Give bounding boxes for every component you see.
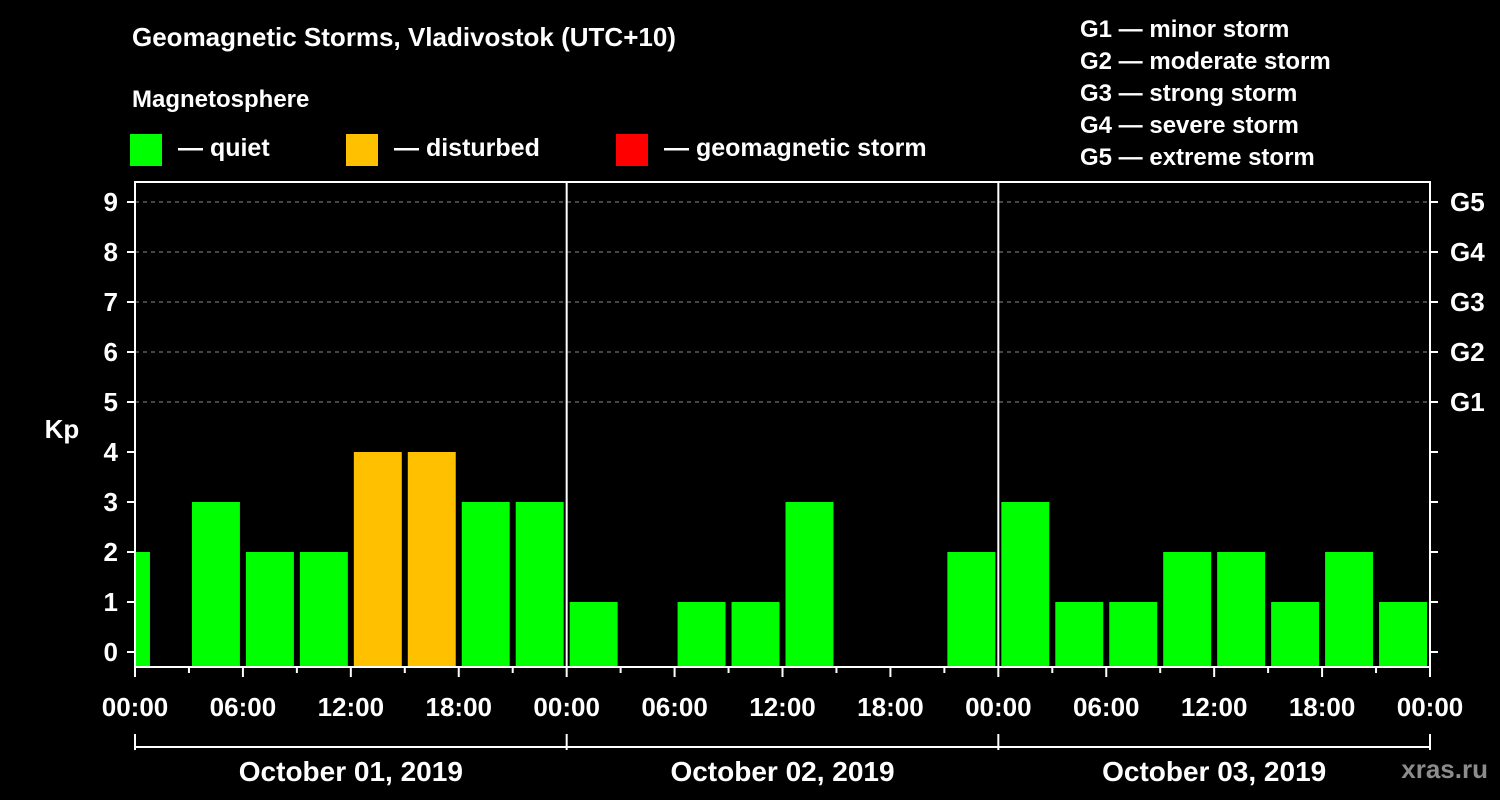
y-tick-label-8: 8 bbox=[104, 237, 118, 267]
y-axis-label: Kp bbox=[45, 414, 80, 444]
bar-2 bbox=[245, 552, 294, 667]
y-tick-label-4: 4 bbox=[104, 437, 119, 467]
bar-4 bbox=[353, 452, 402, 667]
x-tick-label-10: 12:00 bbox=[1181, 692, 1248, 722]
x-tick-label-5: 06:00 bbox=[641, 692, 708, 722]
y-tick-label-9: 9 bbox=[104, 187, 118, 217]
bar-16 bbox=[1001, 502, 1050, 667]
x-tick-label-3: 18:00 bbox=[426, 692, 493, 722]
legend-label-storm: — geomagnetic storm bbox=[664, 134, 927, 162]
y-tick-label-6: 6 bbox=[104, 337, 118, 367]
x-tick-label-0: 00:00 bbox=[102, 692, 169, 722]
x-tick-label-7: 18:00 bbox=[857, 692, 924, 722]
bar-18 bbox=[1109, 602, 1158, 667]
bar-0 bbox=[136, 552, 150, 667]
x-tick-label-2: 12:00 bbox=[318, 692, 385, 722]
bar-6 bbox=[461, 502, 510, 667]
g-scale-label-g3: G3 bbox=[1450, 287, 1485, 317]
bar-21 bbox=[1271, 602, 1320, 667]
chart-title: Geomagnetic Storms, Vladivostok (UTC+10) bbox=[132, 22, 676, 52]
bar-12 bbox=[785, 502, 834, 667]
x-tick-label-11: 18:00 bbox=[1289, 692, 1356, 722]
y-tick-label-1: 1 bbox=[104, 587, 118, 617]
y-tick-label-3: 3 bbox=[104, 487, 118, 517]
x-tick-label-4: 00:00 bbox=[533, 692, 600, 722]
day-label-2: October 03, 2019 bbox=[1102, 756, 1326, 787]
y-tick-label-7: 7 bbox=[104, 287, 118, 317]
credit-text: xras.ru bbox=[1401, 754, 1488, 784]
x-tick-label-9: 06:00 bbox=[1073, 692, 1140, 722]
day-label-0: October 01, 2019 bbox=[239, 756, 463, 787]
legend-heading: Magnetosphere bbox=[132, 86, 310, 113]
bar-15 bbox=[947, 552, 996, 667]
y-tick-label-2: 2 bbox=[104, 537, 118, 567]
gridlines bbox=[135, 201, 1430, 403]
bar-5 bbox=[407, 452, 456, 667]
legend-swatch-quiet bbox=[130, 134, 162, 166]
bar-23 bbox=[1379, 602, 1427, 667]
axes: 0 1 2 3 4 5 6 7 8 9 G1 G2 G3 G4 G5 00:00 06:00 12:00 18:00… bbox=[102, 181, 1485, 787]
x-tick-label-12: 00:00 bbox=[1397, 692, 1464, 722]
g-scale-label-g1: G1 bbox=[1450, 387, 1485, 417]
y-tick-label-5: 5 bbox=[104, 387, 118, 417]
legend-label-disturbed: — disturbed bbox=[394, 134, 540, 162]
x-tick-label-8: 00:00 bbox=[965, 692, 1032, 722]
bar-20 bbox=[1217, 552, 1266, 667]
storm-scale-g4: G4 — severe storm bbox=[1080, 112, 1299, 139]
legend-label-quiet: — quiet bbox=[178, 134, 270, 162]
storm-scale-g1: G1 — minor storm bbox=[1080, 16, 1290, 43]
g-scale-label-g4: G4 bbox=[1450, 237, 1485, 267]
bar-3 bbox=[299, 552, 348, 667]
storm-scale-g2: G2 — moderate storm bbox=[1080, 48, 1331, 75]
y-tick-label-0: 0 bbox=[104, 637, 118, 667]
legend-swatch-storm bbox=[616, 134, 648, 166]
bar-1 bbox=[191, 502, 240, 667]
bar-17 bbox=[1055, 602, 1104, 667]
bar-11 bbox=[731, 602, 780, 667]
bar-7 bbox=[515, 502, 564, 667]
day-label-1: October 02, 2019 bbox=[670, 756, 894, 787]
x-tick-label-6: 12:00 bbox=[749, 692, 816, 722]
bar-8 bbox=[569, 602, 618, 667]
legend-swatch-disturbed bbox=[346, 134, 378, 166]
bar-10 bbox=[677, 602, 726, 667]
bar-22 bbox=[1325, 552, 1374, 667]
g-scale-label-g2: G2 bbox=[1450, 337, 1485, 367]
storm-scale-g3: G3 — strong storm bbox=[1080, 80, 1298, 107]
storm-scale-g5: G5 — extreme storm bbox=[1080, 144, 1315, 171]
x-tick-label-1: 06:00 bbox=[210, 692, 277, 722]
g-scale-label-g5: G5 bbox=[1450, 187, 1485, 217]
bar-19 bbox=[1163, 552, 1212, 667]
bars bbox=[136, 452, 1427, 667]
